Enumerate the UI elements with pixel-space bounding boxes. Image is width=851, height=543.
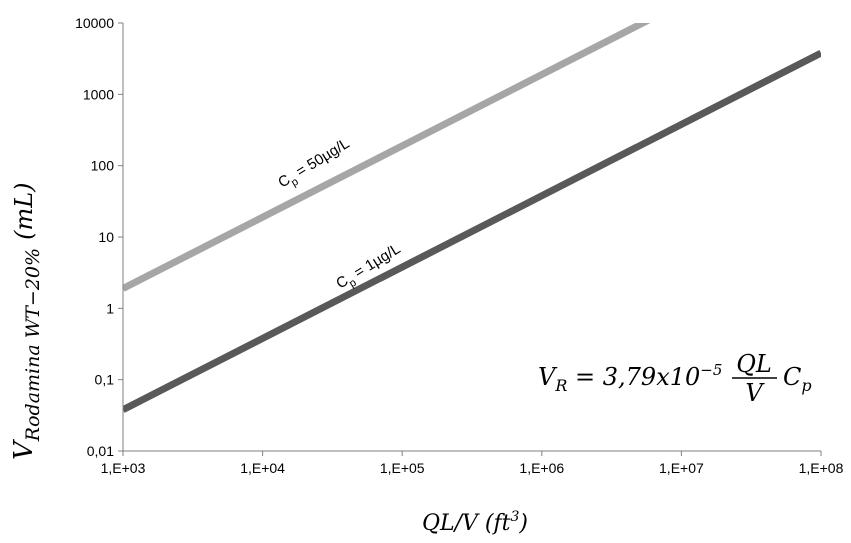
equation-annotation: VR = 3,79x10−5 QL V Cp (538, 350, 812, 407)
series-layer (123, 23, 821, 413)
x-tick-label: 1,E+05 (380, 460, 425, 476)
series-label-cp50: Cp = 50µg/L (275, 135, 354, 195)
x-tick-label: 1,E+07 (659, 460, 704, 476)
x-tick-label: 1,E+06 (519, 460, 564, 476)
svg-text:VR = 3,79x10−5: VR = 3,79x10−5 (538, 361, 722, 395)
x-axis-title: QL/V (ft3) (422, 509, 528, 536)
y-tick-label: 10000 (75, 15, 114, 31)
svg-text:Cp: Cp (783, 363, 812, 395)
svg-text:V: V (745, 379, 765, 407)
y-tick-label: 0,1 (95, 372, 115, 388)
x-tick-label: 1,E+04 (240, 460, 285, 476)
y-tick-label: 0,01 (87, 443, 114, 459)
y-tick-label: 100 (91, 158, 115, 174)
svg-text:QL: QL (736, 350, 772, 378)
y-tick-label: 10 (98, 229, 114, 245)
series-line-cp50 (123, 23, 651, 292)
x-tick-label: 1,E+03 (101, 460, 146, 476)
series-line-cp1 (123, 49, 821, 413)
y-axis-title: VRodamina WT−20%(mL) (9, 183, 44, 461)
y-tick-label: 1000 (83, 86, 114, 102)
ticks-layer: 0,01 0,1 1 10 100 1000 10000 1,E+03 1,E+04 1,E+05… (75, 15, 844, 476)
y-tick-label: 1 (106, 300, 114, 316)
x-tick-label: 1,E+08 (799, 460, 844, 476)
